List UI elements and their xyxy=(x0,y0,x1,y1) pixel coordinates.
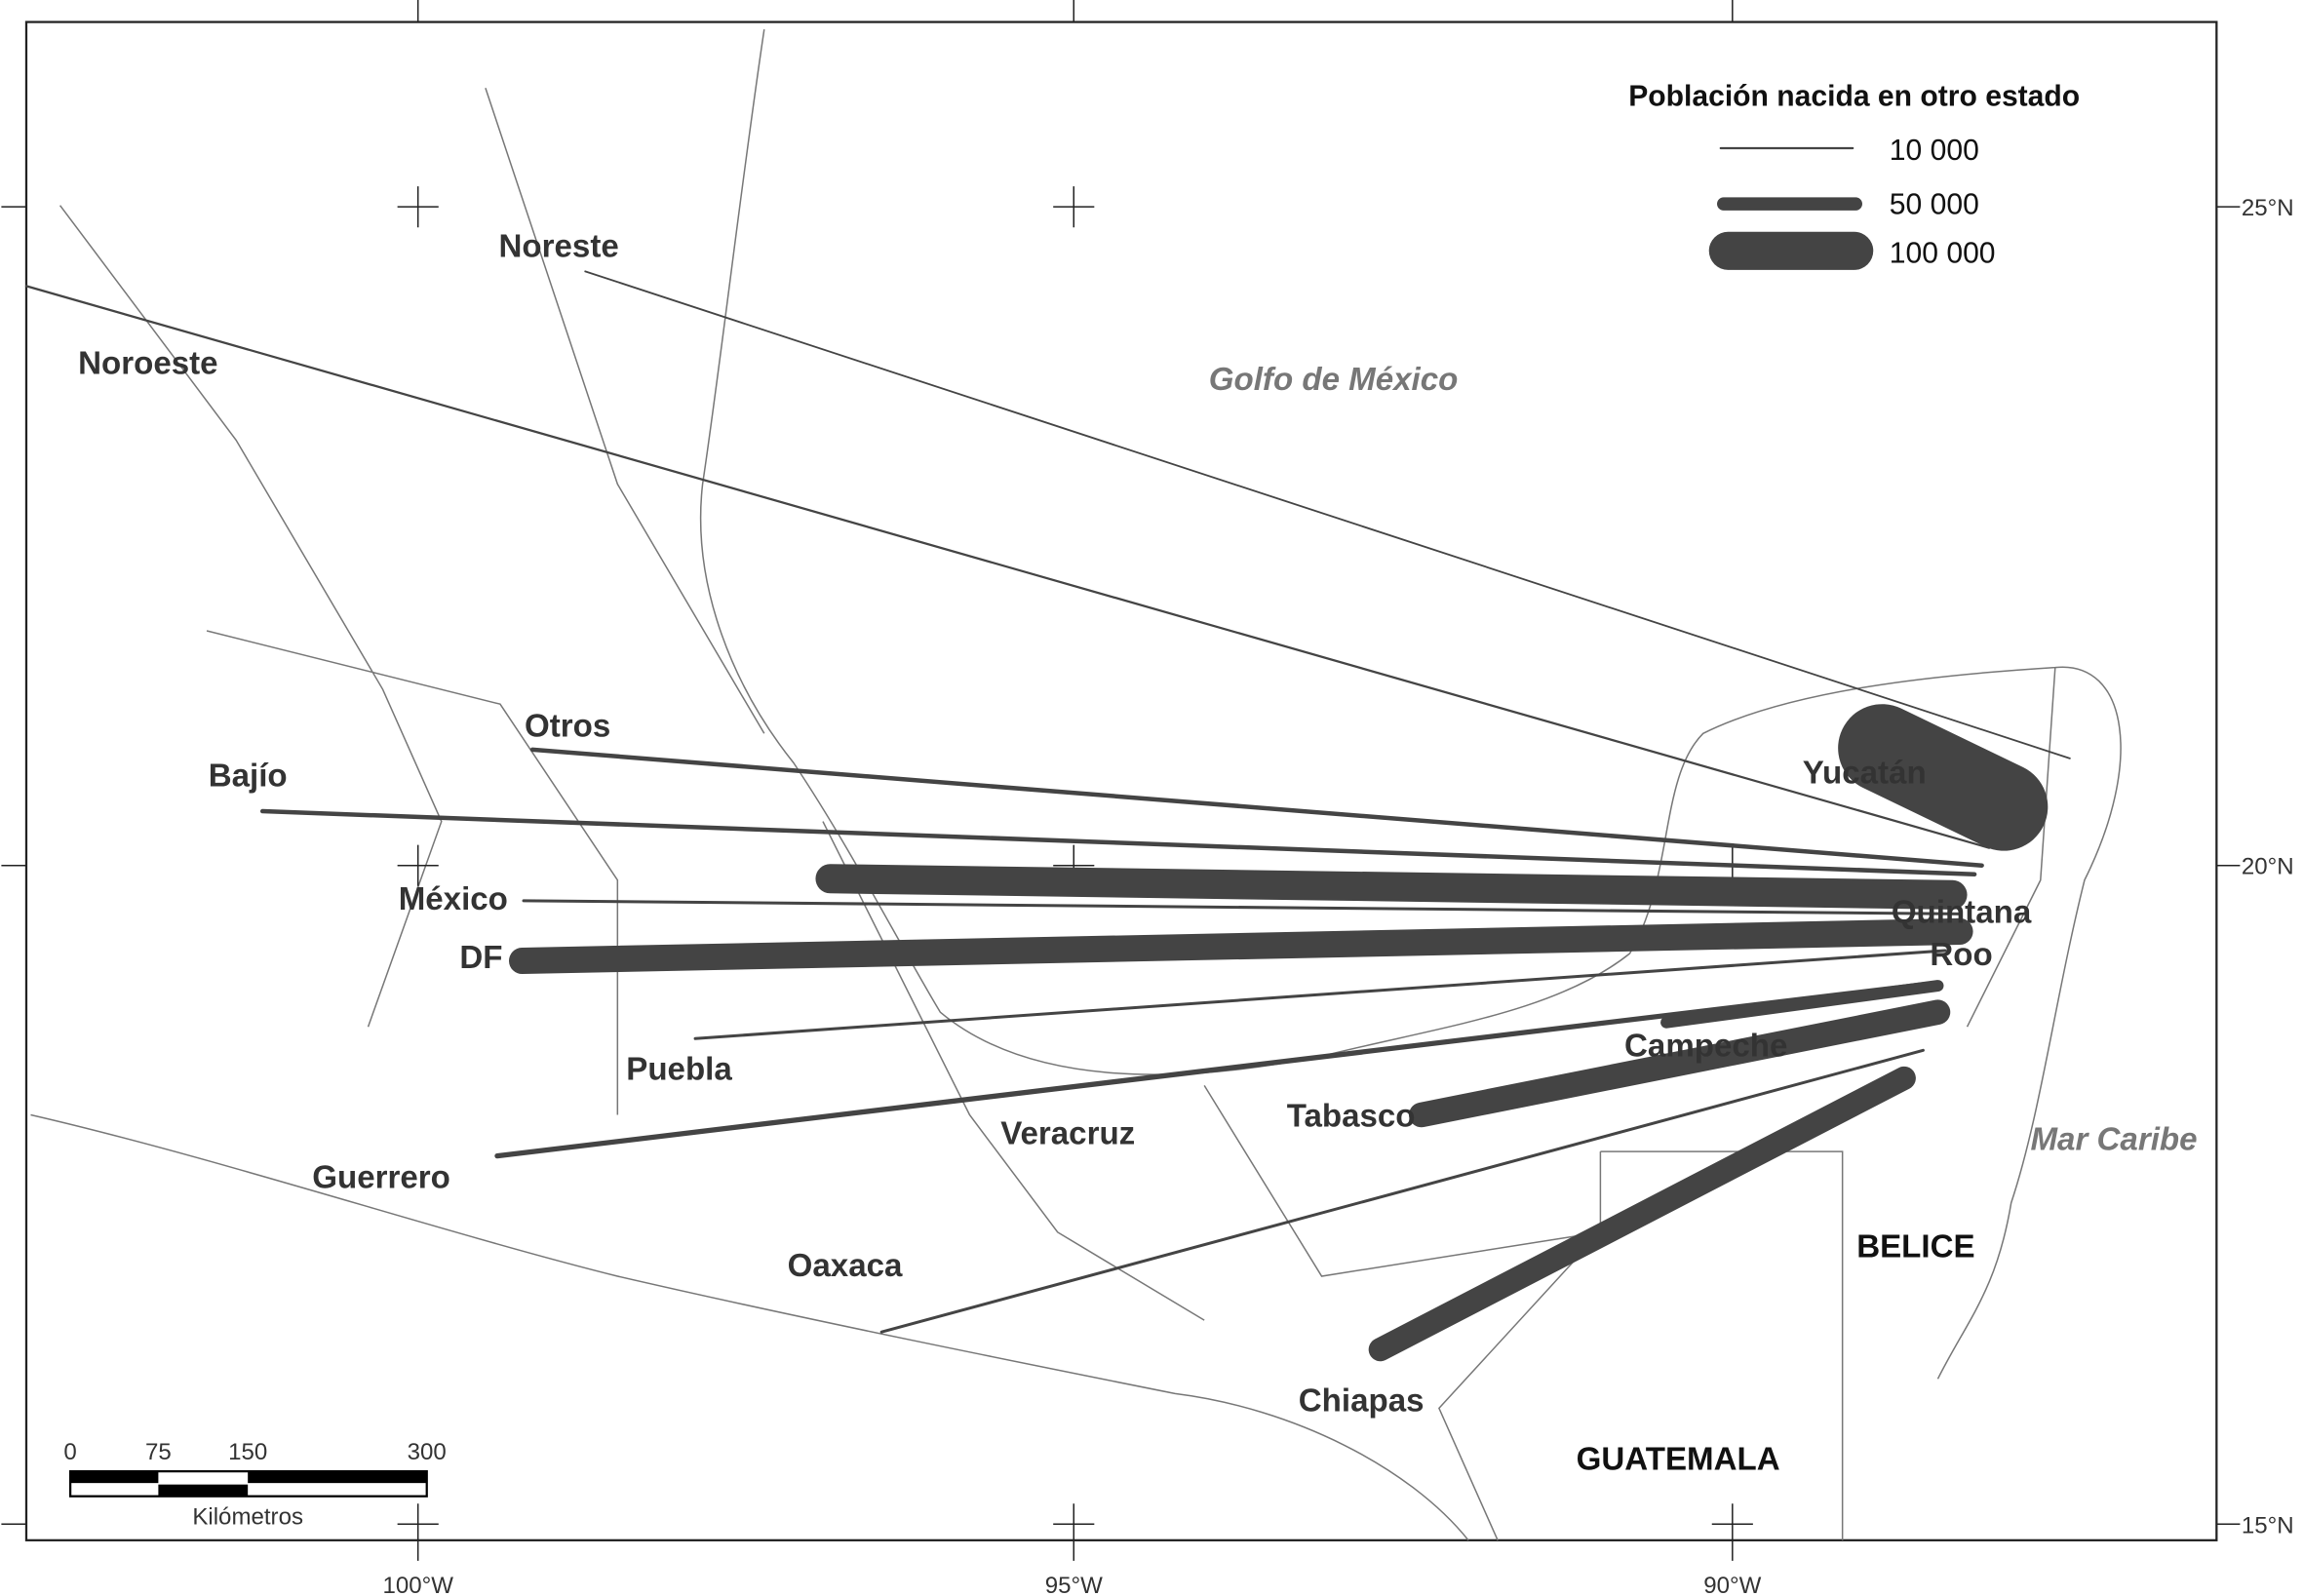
scale-bar: 0 75 150 300 Kilómetros xyxy=(63,1439,446,1530)
longitude-label: 100°W xyxy=(382,1573,453,1596)
region-label: Yucatán xyxy=(1803,755,1927,791)
scale-label: 0 xyxy=(63,1439,76,1465)
flow-yucatan xyxy=(1838,704,2049,851)
region-label: Roo xyxy=(1930,937,1992,973)
legend-title: Población nacida en otro estado xyxy=(1628,80,2080,112)
scale-label: 150 xyxy=(228,1439,267,1465)
scale-unit: Kilómetros xyxy=(192,1503,303,1530)
region-label: Otros xyxy=(525,708,610,744)
region-label: DF xyxy=(459,940,502,976)
region-label: México xyxy=(399,881,508,917)
region-label: Noreste xyxy=(499,228,619,264)
flow-chiapas xyxy=(1368,1066,1916,1362)
region-label: Quintana xyxy=(1892,894,2032,930)
longitude-label: 90°W xyxy=(1703,1573,1761,1596)
flow-mexico xyxy=(522,899,1962,915)
flows xyxy=(24,270,2071,1362)
flow-puebla xyxy=(693,949,1947,1040)
legend-label: 100 000 xyxy=(1890,237,1996,269)
region-label: Campeche xyxy=(1624,1028,1787,1064)
country-label: BELICE xyxy=(1856,1228,1974,1265)
region-label: Noroeste xyxy=(78,346,217,382)
flow-bajio xyxy=(259,808,1977,876)
scale-label: 300 xyxy=(408,1439,447,1465)
region-label: Oaxaca xyxy=(788,1248,903,1284)
legend-label: 50 000 xyxy=(1890,189,1979,221)
water-label: Golfo de México xyxy=(1209,362,1459,398)
borders xyxy=(30,28,2122,1541)
water-label: Mar Caribe xyxy=(2030,1122,2197,1158)
flow-noreste xyxy=(584,270,2071,759)
flow-otros xyxy=(529,747,1984,868)
longitude-label: 95°W xyxy=(1045,1573,1103,1596)
region-label: Veracruz xyxy=(1000,1116,1135,1152)
flow-campeche xyxy=(1660,980,1944,1029)
latitude-label: 15°N xyxy=(2242,1512,2294,1538)
country-label: GUATEMALA xyxy=(1577,1442,1780,1478)
flow-oaxaca xyxy=(879,1048,1925,1334)
legend: Población nacida en otro estado 10 000 5… xyxy=(1628,80,2080,270)
region-label: Chiapas xyxy=(1299,1382,1425,1419)
legend-label: 10 000 xyxy=(1890,135,1979,167)
flow-noroeste xyxy=(24,285,1991,849)
region-label: Tabasco xyxy=(1287,1099,1416,1135)
graticule xyxy=(1,0,2241,1561)
scale-label: 75 xyxy=(145,1439,172,1465)
flow-veracruz xyxy=(815,864,1968,910)
map-frame xyxy=(24,20,2218,1541)
region-label: Puebla xyxy=(626,1051,732,1087)
flow-df xyxy=(508,917,1973,975)
region-label: Guerrero xyxy=(312,1160,450,1196)
region-label: Bajío xyxy=(209,758,288,794)
latitude-label: 20°N xyxy=(2242,854,2294,880)
latitude-label: 25°N xyxy=(2242,195,2294,221)
flow-guerrero xyxy=(494,980,1941,1159)
flow-tabasco xyxy=(1409,999,1951,1128)
